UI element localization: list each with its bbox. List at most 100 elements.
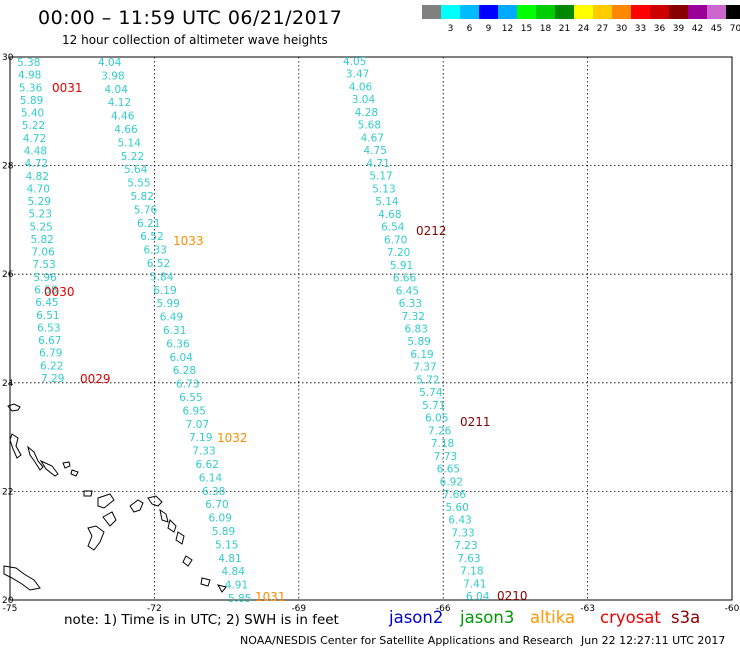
wave-height-value: 5.23 — [29, 209, 52, 221]
wave-height-value: 7.06 — [31, 247, 55, 259]
track-c: 4.053.474.063.044.285.684.674.754.715.17… — [343, 56, 490, 603]
wave-height-value: 5.36 — [19, 82, 43, 94]
axis-tick-labels: -75 -72 -69 -66 -63 -60 30 28 26 24 22 20 — [2, 53, 740, 614]
wave-height-value: 7.07 — [186, 419, 209, 431]
y-tick-label: 22 — [2, 487, 13, 497]
island-outline — [147, 495, 163, 507]
wave-height-value: 5.82 — [30, 234, 53, 246]
island-outline — [97, 493, 115, 509]
scale-tick-label: 36 — [654, 24, 666, 34]
track-a: 5.384.985.365.895.405.224.724.484.724.82… — [17, 57, 64, 385]
wave-height-value: 6.62 — [196, 459, 219, 471]
wave-height-value: 5.82 — [131, 191, 154, 203]
wave-height-value: 6.92 — [440, 476, 463, 488]
wave-height-value: 7.32 — [402, 311, 425, 323]
map-title: 00:00 – 11:59 UTC 06/21/2017 — [38, 7, 343, 29]
island-outline — [129, 499, 144, 513]
wave-height-value: 7.26 — [428, 425, 452, 437]
wave-height-value: 4.72 — [25, 158, 48, 170]
wave-height-value: 6.22 — [40, 360, 63, 372]
island-outline — [39, 459, 59, 477]
scale-swatch — [479, 5, 498, 19]
wave-height-value: 6.52 — [147, 258, 170, 270]
credit-timestamp: Jun 22 12:27:11 UTC 2017 — [581, 634, 726, 647]
pass-time-label: 0210 — [497, 589, 528, 603]
wave-height-value: 6.31 — [163, 325, 186, 337]
pass-time-label: 0212 — [416, 224, 447, 238]
wave-height-value: 6.79 — [39, 348, 62, 360]
wave-height-value: 5.91 — [390, 260, 413, 272]
wave-height-value: 7.33 — [192, 446, 215, 458]
wave-height-value: 4.98 — [18, 70, 41, 82]
wave-height-value: 5.89 — [20, 95, 43, 107]
wave-height-value: 6.51 — [36, 310, 59, 322]
wave-height-value: 6.05 — [425, 413, 448, 425]
wave-height-value: 5.55 — [127, 178, 150, 190]
scale-swatch — [688, 5, 707, 19]
wave-height-value: 7.41 — [463, 578, 486, 590]
wave-height-value: 6.65 — [437, 464, 460, 476]
scale-tick-label: 21 — [559, 24, 570, 34]
wave-height-value: 6.58 — [34, 285, 57, 297]
wave-height-value: 4.91 — [225, 580, 248, 592]
wave-height-value: 6.53 — [37, 322, 60, 334]
wave-height-value: 6.04 — [466, 591, 490, 603]
scale-swatch — [498, 5, 517, 19]
island-outline — [70, 469, 79, 477]
scale-swatch — [460, 5, 479, 19]
wave-height-value: 5.99 — [157, 298, 180, 310]
scale-swatch — [517, 5, 536, 19]
x-tick-label: -63 — [580, 604, 595, 614]
wave-height-value: 6.83 — [405, 324, 428, 336]
scale-swatch — [441, 5, 460, 19]
wave-height-value: 5.29 — [28, 196, 51, 208]
y-tick-label: 30 — [2, 53, 14, 63]
wave-height-value: 6.45 — [396, 285, 419, 297]
altimeter-tracks: 5.384.985.365.895.405.224.724.484.724.82… — [17, 56, 490, 605]
island-outline — [200, 577, 211, 587]
wave-height-value: 7.23 — [454, 540, 477, 552]
x-tick-label: -60 — [725, 604, 740, 614]
y-tick-label: 20 — [2, 596, 14, 606]
wave-height-value: 6.45 — [35, 297, 58, 309]
wave-height-value: 4.68 — [378, 209, 401, 221]
scale-tick-label: 3 — [448, 24, 454, 34]
wave-height-value: 7.73 — [434, 451, 457, 463]
wave-height-value: 4.84 — [222, 566, 246, 578]
wave-height-value: 6.04 — [170, 352, 194, 364]
x-tick-label: -66 — [436, 604, 451, 614]
wave-height-value: 6.38 — [202, 486, 225, 498]
wave-height-value: 3.04 — [352, 94, 376, 106]
map-frame — [9, 56, 733, 601]
pass-time-label: 1031 — [255, 590, 286, 604]
wave-height-value: 6.19 — [153, 285, 176, 297]
wave-height-value: 5.71 — [422, 400, 445, 412]
island-outline — [7, 403, 21, 412]
graticule-grid — [10, 57, 732, 600]
wave-height-value: 5.60 — [446, 502, 469, 514]
y-tick-label: 26 — [2, 270, 14, 280]
island-outline — [9, 433, 22, 459]
island-outline — [216, 584, 227, 593]
island-outline — [62, 461, 71, 469]
wave-height-value: 4.66 — [114, 124, 138, 136]
wave-height-value: 5.84 — [150, 271, 174, 283]
island-outline — [182, 555, 193, 567]
x-tick-label: -75 — [3, 604, 18, 614]
wave-height-value: 6.36 — [166, 338, 190, 350]
wave-height-value: 4.06 — [349, 81, 373, 93]
wave-height-value: 5.17 — [369, 171, 392, 183]
wave-height-value: 4.72 — [23, 133, 46, 145]
scale-swatch — [555, 5, 574, 19]
wave-height-value: 6.14 — [199, 472, 223, 484]
wave-height-value: 7.18 — [431, 438, 454, 450]
scale-swatch — [726, 5, 740, 19]
pass-time-label: 1032 — [217, 431, 248, 445]
island-outline — [175, 531, 185, 545]
island-outline — [3, 565, 41, 591]
wave-height-value: 5.96 — [33, 272, 57, 284]
wave-height-value: 6.09 — [209, 513, 232, 525]
scale-swatch — [422, 5, 441, 19]
